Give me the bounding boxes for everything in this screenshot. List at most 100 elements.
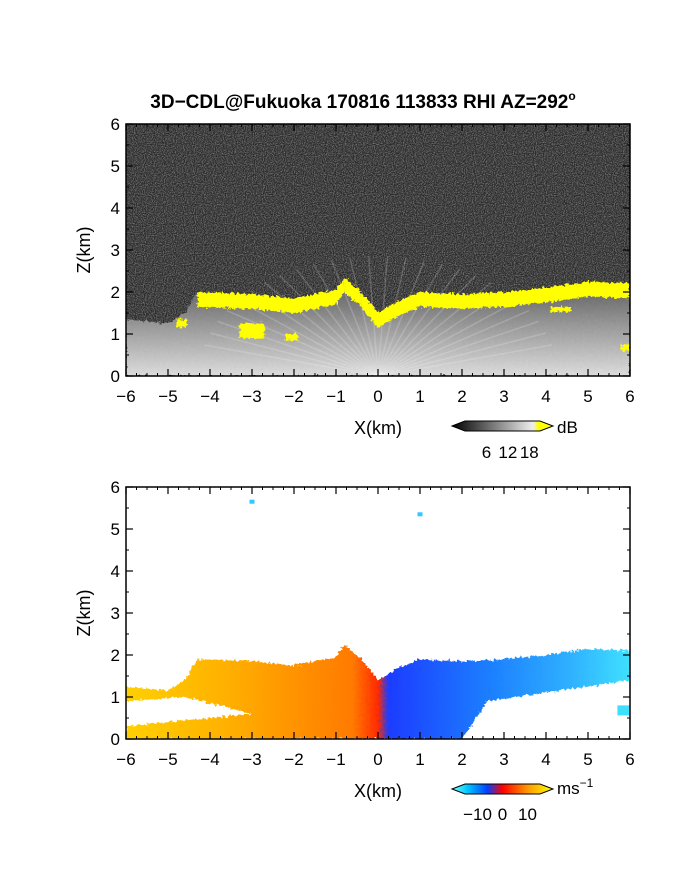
top-high-echo-patch: [176, 319, 187, 328]
top-ray: [312, 263, 379, 376]
top-ytick-label: 4: [111, 199, 120, 218]
bottom-ytick-label: 0: [111, 730, 120, 749]
colorbar-tick-label: 6: [482, 443, 491, 462]
colorbar-tick-label: −10: [463, 805, 492, 824]
top-ray: [377, 309, 530, 376]
top-ray: [204, 344, 379, 376]
top-ytick-label: 1: [111, 325, 120, 344]
top-xtick-label: 3: [499, 387, 508, 406]
bottom-xtick-label: 4: [541, 750, 550, 769]
top-xtick-label: −3: [242, 387, 261, 406]
bottom-ylabel: Z(km): [74, 590, 94, 637]
bottom-xtick-label: 5: [583, 750, 592, 769]
colorbar-tick-label: 12: [498, 443, 517, 462]
bottom-isolated-point: [417, 512, 423, 517]
top-ray: [377, 299, 519, 376]
bottom-ytick-label: 3: [111, 604, 120, 623]
top-high-echo-patch: [239, 323, 265, 339]
colorbar-tick-label: 10: [518, 805, 537, 824]
top-ray: [237, 299, 379, 376]
top-high-echo-segment: [399, 292, 420, 316]
top-ray: [209, 332, 379, 376]
bottom-xlabel: X(km): [354, 781, 402, 801]
top-ytick-label: 6: [111, 115, 120, 134]
top-ray: [330, 259, 379, 376]
top-ray: [377, 332, 547, 376]
chart-title: 3D−CDL@Fukuoka 170816 113833 RHI AZ=292o: [150, 89, 575, 113]
top-high-echo-segment: [504, 287, 546, 307]
bottom-ytick-label: 1: [111, 688, 120, 707]
top-ylabel: Z(km): [74, 227, 94, 274]
top-xtick-label: 1: [415, 387, 424, 406]
top-colorbar: dB 6 12 18: [450, 418, 578, 462]
bottom-isolated-points: [249, 499, 630, 716]
top-high-echo-segment: [361, 292, 378, 328]
top-high-echo-patch: [550, 306, 572, 312]
top-xlabel: X(km): [354, 418, 402, 438]
top-xtick-label: 6: [625, 387, 634, 406]
top-xtick-label: −1: [326, 387, 345, 406]
top-high-echo-segment: [294, 289, 336, 313]
bottom-no-data: [126, 697, 252, 727]
top-high-echo-segment: [197, 292, 252, 309]
bottom-xtick-label: 2: [457, 750, 466, 769]
top-ray: [279, 274, 379, 376]
top-high-echo-segment: [378, 300, 399, 328]
top-high-echo-segment: [344, 277, 362, 307]
top-ray: [377, 344, 552, 376]
top-ray: [377, 320, 539, 376]
bottom-colorbar: ms−1 −10 0 10: [450, 776, 594, 824]
top-ytick-label: 3: [111, 241, 120, 260]
bottom-ytick-label: 4: [111, 562, 120, 581]
top-ray: [377, 268, 461, 376]
bottom-isolated-point: [249, 499, 255, 504]
top-ray: [226, 309, 379, 376]
top-xtick-label: −2: [284, 387, 303, 406]
top-xtick-label: −6: [116, 387, 135, 406]
bottom-colorbar-unit: ms−1: [557, 776, 594, 798]
top-ray: [295, 268, 379, 376]
bottom-ytick-label: 6: [111, 478, 120, 497]
top-ray: [349, 257, 379, 376]
top-high-echo-segment: [336, 277, 345, 305]
top-high-echo-patch: [621, 344, 630, 351]
colorbar-tick-label: 0: [498, 805, 507, 824]
top-xtick-label: 0: [373, 387, 382, 406]
top-high-echo-segment: [252, 294, 294, 313]
top-axes: −6 −5 −4 −3 −2 −1 0 1 2 3 4 5 6 0 1 2 3 4 5 6: [111, 115, 635, 406]
top-high-echo-segment: [462, 292, 504, 309]
bottom-xtick-label: 3: [499, 750, 508, 769]
bottom-xtick-label: −5: [158, 750, 177, 769]
top-high-echo-segment: [588, 281, 630, 299]
bottom-no-data: [462, 680, 630, 739]
top-colorbar-unit: dB: [557, 418, 578, 437]
bottom-axes: −6 −5 −4 −3 −2 −1 0 1 2 3 4 5 6 0 1 2 3 4 5 6: [111, 478, 635, 769]
top-xtick-label: 4: [541, 387, 550, 406]
bottom-xtick-label: −2: [284, 750, 303, 769]
top-ray: [377, 274, 477, 376]
top-ytick-label: 5: [111, 157, 120, 176]
top-ray: [377, 263, 444, 376]
top-xtick-label: 5: [583, 387, 592, 406]
top-ytick-label: 2: [111, 283, 120, 302]
top-ray: [377, 259, 426, 376]
degree-mark: o: [568, 89, 575, 103]
bottom-xtick-label: 1: [415, 750, 424, 769]
top-high-echo-patch: [285, 334, 299, 341]
bottom-xtick-label: −3: [242, 750, 261, 769]
colorbar-tick-label: 18: [520, 443, 539, 462]
top-high-echo-segment: [420, 292, 462, 309]
bottom-xtick-label: −4: [200, 750, 219, 769]
bottom-velocity-field: [126, 644, 630, 739]
bottom-xtick-label: 0: [373, 750, 382, 769]
bottom-ytick-label: 2: [111, 646, 120, 665]
bottom-xtick-label: 6: [625, 750, 634, 769]
top-xtick-label: −4: [200, 387, 219, 406]
bottom-isolated-point: [617, 705, 630, 716]
bottom-xtick-label: −1: [326, 750, 345, 769]
top-ytick-label: 0: [111, 367, 120, 386]
bottom-xtick-label: −6: [116, 750, 135, 769]
